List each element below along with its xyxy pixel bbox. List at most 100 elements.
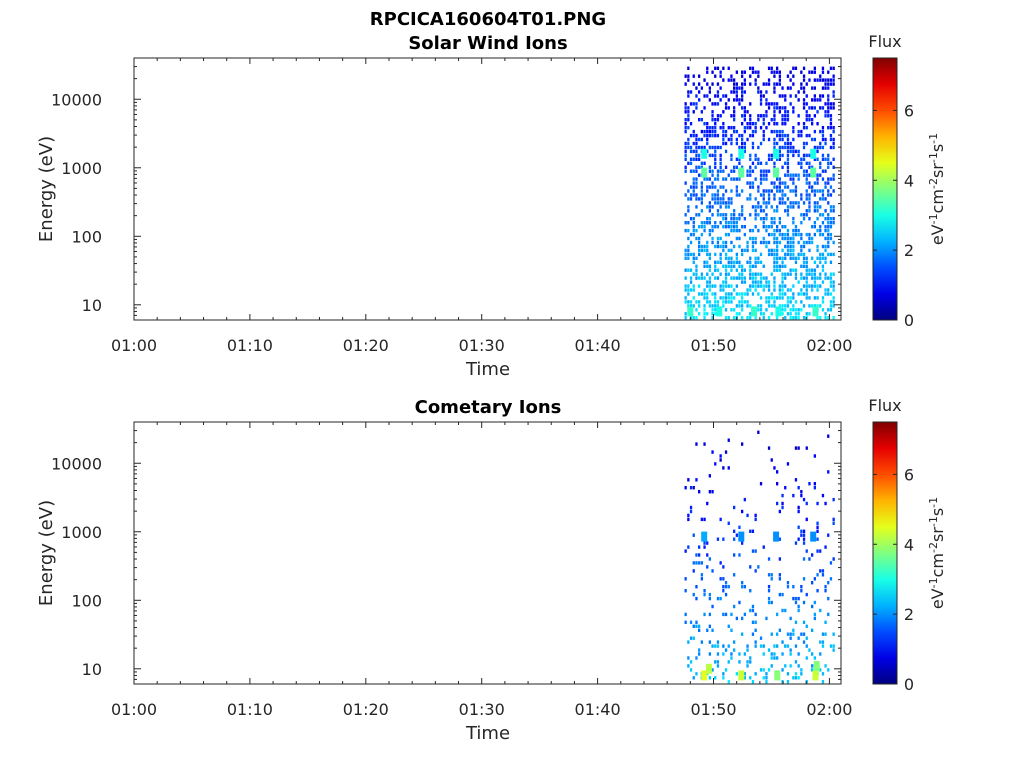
heatmap-cell xyxy=(762,94,765,98)
heatmap-cell xyxy=(773,236,776,241)
heatmap-cell xyxy=(786,205,790,209)
heatmap-cell xyxy=(711,169,714,173)
heatmap-cell xyxy=(813,209,816,213)
heatmap-cell xyxy=(797,90,800,94)
heatmap-cell xyxy=(781,640,784,644)
heatmap-cell xyxy=(706,280,709,284)
heatmap-cell xyxy=(722,676,725,680)
heatmap-cell xyxy=(811,272,814,276)
heatmap-cell xyxy=(757,284,760,288)
heatmap-cell xyxy=(776,656,779,660)
heatmap-cell xyxy=(832,94,835,98)
heatmap-cell xyxy=(719,205,722,209)
heatmap-cell xyxy=(773,118,776,122)
heatmap-cell xyxy=(698,236,701,241)
heatmap-cell xyxy=(800,244,803,249)
heatmap-cell-bright xyxy=(701,167,708,178)
heatmap-cell xyxy=(733,106,736,110)
heatmap-cell xyxy=(832,177,835,181)
heatmap-cell xyxy=(722,652,725,656)
heatmap-cell xyxy=(695,264,698,268)
heatmap-cell xyxy=(703,161,706,165)
heatmap-cell xyxy=(700,189,703,193)
heatmap-cell xyxy=(695,181,698,185)
heatmap-cell xyxy=(733,213,736,217)
heatmap-cell xyxy=(778,228,781,233)
heatmap-cell xyxy=(808,153,811,158)
heatmap-cell xyxy=(802,533,806,537)
heatmap-cell xyxy=(749,173,752,177)
heatmap-cell xyxy=(821,308,825,312)
heatmap-cell xyxy=(719,145,722,150)
heatmap-cell xyxy=(735,217,738,221)
heatmap-cell xyxy=(832,288,835,292)
heatmap-cell xyxy=(794,672,798,676)
heatmap-cell xyxy=(724,581,728,585)
heatmap-cell xyxy=(724,205,728,209)
heatmap-cell xyxy=(797,129,800,134)
heatmap-cell xyxy=(776,256,779,260)
heatmap-cell xyxy=(832,632,835,636)
heatmap-cell xyxy=(794,268,798,272)
heatmap-cell xyxy=(800,221,803,225)
heatmap-cell xyxy=(703,228,706,233)
heatmap-cell xyxy=(708,592,711,597)
heatmap-cell xyxy=(811,240,814,245)
heatmap-cell xyxy=(789,256,792,260)
heatmap-cell xyxy=(757,185,760,189)
heatmap-cell xyxy=(794,189,798,193)
heatmap-cell xyxy=(743,248,746,253)
heatmap-cell xyxy=(800,672,803,676)
heatmap-cell xyxy=(832,106,835,110)
heatmap-cell xyxy=(832,209,835,213)
heatmap-cell xyxy=(824,292,827,296)
heatmap-cell xyxy=(751,632,755,636)
heatmap-cell xyxy=(762,189,765,193)
heatmap-cell xyxy=(754,70,757,74)
heatmap-cell xyxy=(805,268,808,272)
heatmap-cell xyxy=(722,644,725,648)
heatmap-cell xyxy=(811,185,814,189)
heatmap-cell xyxy=(689,217,693,221)
heatmap-cell xyxy=(827,189,830,193)
heatmap-cell xyxy=(743,78,746,82)
heatmap-cell xyxy=(738,213,741,217)
heatmap-cell xyxy=(813,296,816,300)
heatmap-cell xyxy=(689,268,693,272)
heatmap-cell xyxy=(708,217,711,221)
heatmap-cell xyxy=(722,137,725,142)
heatmap-cell xyxy=(730,308,733,312)
heatmap-cell xyxy=(759,252,763,257)
heatmap-cell xyxy=(829,232,833,237)
heatmap-cell xyxy=(706,240,709,245)
heatmap-cell xyxy=(819,189,822,193)
heatmap-cell xyxy=(716,596,720,601)
heatmap-cell xyxy=(722,129,725,134)
heatmap-cell xyxy=(762,133,765,138)
heatmap-cell xyxy=(749,304,752,308)
heatmap-cell xyxy=(805,316,808,320)
heatmap-cell xyxy=(751,236,755,241)
heatmap-cell xyxy=(700,201,703,205)
heatmap-cell xyxy=(730,652,733,656)
heatmap-cell xyxy=(762,114,765,118)
heatmap-cell xyxy=(692,288,695,292)
heatmap-cell xyxy=(792,284,795,288)
heatmap-cell xyxy=(706,292,709,296)
heatmap-cell xyxy=(684,612,687,617)
heatmap-cell xyxy=(724,213,728,217)
heatmap-cell xyxy=(794,276,798,280)
heatmap-cell xyxy=(746,240,749,245)
heatmap-cell xyxy=(797,232,800,237)
heatmap-cell xyxy=(816,288,819,292)
heatmap-cell xyxy=(811,284,814,288)
heatmap-cell xyxy=(714,177,717,181)
heatmap-cell xyxy=(827,114,830,118)
heatmap-cell xyxy=(805,517,808,522)
heatmap-cell xyxy=(832,217,835,221)
heatmap-cell xyxy=(792,181,795,185)
heatmap-cell xyxy=(724,240,728,245)
heatmap-cell xyxy=(797,133,800,138)
heatmap-cell xyxy=(776,209,779,213)
